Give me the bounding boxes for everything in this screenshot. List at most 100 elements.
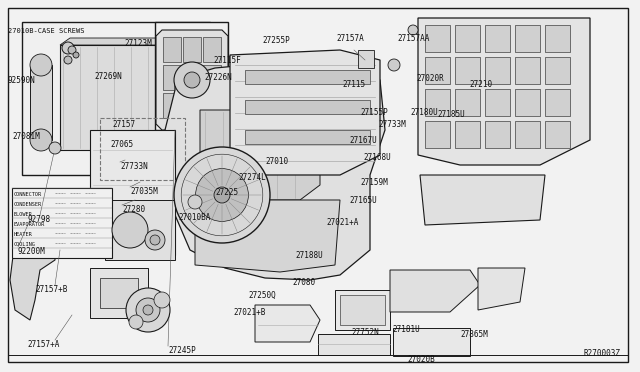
Text: 27210: 27210 bbox=[469, 80, 492, 89]
Circle shape bbox=[64, 56, 72, 64]
Circle shape bbox=[408, 25, 418, 35]
Bar bbox=[22, 22, 210, 175]
Bar bbox=[12, 188, 112, 258]
Text: 27245P: 27245P bbox=[168, 346, 196, 355]
Text: 27752N: 27752N bbox=[351, 328, 379, 337]
Circle shape bbox=[73, 52, 79, 58]
Circle shape bbox=[145, 230, 165, 250]
Polygon shape bbox=[390, 270, 480, 312]
Bar bbox=[485, 25, 510, 52]
Bar bbox=[515, 121, 540, 148]
Circle shape bbox=[150, 235, 160, 245]
Text: 27167U: 27167U bbox=[349, 136, 377, 145]
Bar bbox=[485, 57, 510, 84]
Text: 27225: 27225 bbox=[215, 188, 238, 197]
Bar bbox=[455, 25, 480, 52]
Bar bbox=[425, 121, 450, 148]
Bar bbox=[455, 121, 480, 148]
Circle shape bbox=[30, 54, 52, 76]
Text: 27274L: 27274L bbox=[238, 173, 266, 182]
Text: 27181U: 27181U bbox=[392, 325, 420, 334]
Text: 27733M: 27733M bbox=[378, 120, 406, 129]
Polygon shape bbox=[418, 18, 590, 165]
Bar bbox=[515, 25, 540, 52]
Text: 27159M: 27159M bbox=[360, 178, 388, 187]
Bar bbox=[100, 278, 138, 308]
Text: 27157: 27157 bbox=[112, 120, 135, 129]
Text: 27081M: 27081M bbox=[12, 132, 40, 141]
Circle shape bbox=[184, 72, 200, 88]
Text: 27250Q: 27250Q bbox=[248, 291, 276, 300]
Text: 27157+B: 27157+B bbox=[35, 285, 67, 294]
Bar bbox=[245, 130, 370, 144]
Text: COOLING: COOLING bbox=[14, 242, 36, 247]
Text: 27865M: 27865M bbox=[460, 330, 488, 339]
Polygon shape bbox=[165, 62, 385, 280]
Text: 27021+B: 27021+B bbox=[233, 308, 266, 317]
Bar bbox=[545, 25, 570, 52]
Text: CONNECTOR: CONNECTOR bbox=[14, 192, 42, 197]
Bar bbox=[245, 100, 370, 114]
Text: 27733N: 27733N bbox=[120, 162, 148, 171]
Text: CONDENSER: CONDENSER bbox=[14, 202, 42, 207]
Bar bbox=[163, 93, 181, 118]
Bar bbox=[318, 334, 390, 355]
Bar bbox=[545, 57, 570, 84]
Polygon shape bbox=[60, 38, 210, 45]
Bar bbox=[515, 57, 540, 84]
Bar bbox=[155, 22, 228, 130]
Text: 27035M: 27035M bbox=[130, 187, 157, 196]
Polygon shape bbox=[230, 50, 380, 175]
Text: 27020R: 27020R bbox=[416, 74, 444, 83]
Text: 27021+A: 27021+A bbox=[326, 218, 358, 227]
Bar bbox=[455, 89, 480, 116]
Circle shape bbox=[129, 315, 143, 329]
Bar bbox=[183, 37, 201, 62]
Circle shape bbox=[154, 292, 170, 308]
Text: 92200M: 92200M bbox=[18, 247, 45, 256]
Bar bbox=[105, 200, 175, 260]
Circle shape bbox=[174, 147, 270, 243]
Circle shape bbox=[196, 169, 248, 221]
Circle shape bbox=[388, 59, 400, 71]
Bar bbox=[545, 121, 570, 148]
Bar bbox=[163, 65, 181, 90]
Bar bbox=[183, 65, 201, 90]
Text: 27226N: 27226N bbox=[204, 73, 232, 82]
Text: 92590N: 92590N bbox=[8, 76, 36, 85]
Text: 27168U: 27168U bbox=[363, 153, 391, 162]
Circle shape bbox=[174, 62, 210, 98]
Polygon shape bbox=[420, 175, 545, 225]
Circle shape bbox=[214, 187, 230, 203]
Circle shape bbox=[126, 288, 170, 332]
Bar bbox=[515, 89, 540, 116]
Bar bbox=[425, 89, 450, 116]
Text: 27185U: 27185U bbox=[437, 110, 465, 119]
Circle shape bbox=[112, 212, 148, 248]
Text: 27157AA: 27157AA bbox=[397, 34, 429, 43]
Bar bbox=[90, 268, 148, 318]
Text: 27010B-CASE SCREWS: 27010B-CASE SCREWS bbox=[8, 28, 84, 34]
Bar bbox=[203, 65, 221, 90]
Bar bbox=[163, 37, 181, 62]
Polygon shape bbox=[255, 305, 320, 342]
Text: 27269N: 27269N bbox=[94, 72, 122, 81]
Circle shape bbox=[188, 195, 202, 209]
Polygon shape bbox=[195, 200, 340, 272]
Text: 27010BA: 27010BA bbox=[178, 213, 211, 222]
Polygon shape bbox=[156, 30, 228, 130]
Bar bbox=[425, 25, 450, 52]
Bar bbox=[340, 295, 385, 325]
Bar bbox=[30, 65, 52, 140]
Polygon shape bbox=[200, 110, 320, 200]
Circle shape bbox=[49, 142, 61, 154]
Text: 27157A: 27157A bbox=[336, 34, 364, 43]
Circle shape bbox=[136, 298, 160, 322]
Text: 27255P: 27255P bbox=[262, 36, 290, 45]
Bar bbox=[100, 118, 185, 180]
Text: 27155P: 27155P bbox=[360, 108, 388, 117]
Text: EVAPORATOR: EVAPORATOR bbox=[14, 222, 45, 227]
Bar bbox=[425, 57, 450, 84]
Text: 27065: 27065 bbox=[110, 140, 133, 149]
Bar bbox=[60, 45, 200, 150]
